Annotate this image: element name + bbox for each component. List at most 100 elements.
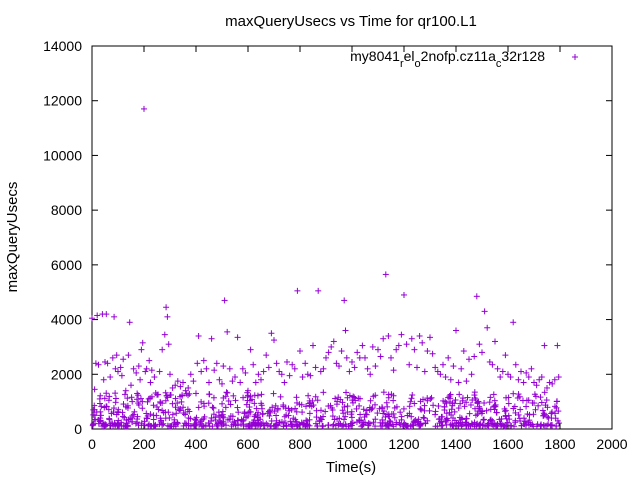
data-point	[325, 349, 332, 356]
data-point	[244, 393, 251, 400]
data-point	[549, 380, 556, 387]
data-point	[367, 397, 374, 404]
data-point	[342, 413, 349, 420]
data-point	[544, 384, 550, 391]
data-point	[134, 413, 141, 420]
data-point	[205, 420, 212, 427]
data-point	[478, 410, 485, 417]
data-point	[528, 365, 535, 372]
data-point	[510, 405, 517, 412]
data-point	[458, 423, 465, 430]
data-point	[467, 401, 474, 408]
data-point	[460, 348, 467, 355]
data-point	[206, 379, 212, 386]
data-point	[305, 392, 312, 399]
data-point	[384, 421, 391, 428]
data-point	[344, 409, 351, 416]
data-point	[213, 360, 220, 367]
data-point	[327, 402, 334, 409]
data-point	[144, 398, 151, 405]
data-point	[148, 367, 155, 374]
data-point	[380, 389, 387, 396]
data-point	[210, 411, 217, 418]
data-point	[487, 416, 494, 423]
data-point	[103, 311, 110, 318]
data-point	[372, 416, 379, 423]
data-point	[240, 421, 247, 428]
data-point	[432, 364, 439, 371]
data-point	[150, 402, 157, 409]
data-point	[481, 400, 488, 407]
data-point	[287, 418, 294, 425]
data-point	[420, 396, 427, 403]
data-point	[243, 401, 250, 408]
data-point	[135, 400, 142, 407]
data-point	[427, 334, 433, 341]
data-point	[111, 313, 118, 320]
data-point	[521, 415, 528, 422]
data-point	[430, 402, 437, 409]
data-point	[165, 341, 172, 348]
data-point	[190, 378, 197, 385]
data-point	[281, 413, 288, 420]
data-point	[113, 411, 120, 418]
data-point	[404, 412, 411, 419]
data-point	[512, 361, 519, 368]
data-point	[340, 416, 347, 423]
data-point	[245, 387, 251, 394]
x-tick-label: 1000	[336, 436, 367, 452]
data-point	[172, 382, 179, 389]
data-point	[250, 361, 257, 368]
data-point	[414, 418, 421, 425]
data-point	[260, 368, 267, 375]
data-point	[546, 379, 553, 386]
data-point	[363, 411, 370, 418]
data-point	[220, 414, 227, 421]
data-point	[209, 404, 216, 411]
data-point	[231, 418, 238, 425]
data-point	[491, 397, 498, 404]
data-point	[426, 407, 433, 414]
data-point	[128, 394, 135, 401]
data-point	[481, 308, 488, 315]
data-point	[120, 401, 127, 408]
data-point	[180, 379, 186, 386]
data-point	[234, 404, 241, 411]
data-point	[471, 389, 478, 396]
data-point	[502, 352, 509, 359]
data-point	[232, 374, 238, 381]
data-point	[174, 378, 181, 385]
data-point	[551, 376, 558, 383]
data-point	[398, 331, 405, 338]
data-point	[475, 398, 482, 405]
data-point	[353, 419, 360, 426]
data-point	[171, 416, 178, 423]
data-point	[185, 415, 192, 422]
data-point	[286, 372, 293, 379]
data-point	[439, 422, 446, 429]
data-point	[346, 368, 353, 375]
data-point	[472, 412, 479, 419]
data-point	[229, 378, 236, 385]
data-point	[364, 422, 371, 429]
data-point	[496, 416, 503, 423]
data-point	[143, 415, 150, 422]
data-point	[526, 411, 533, 418]
data-point	[268, 417, 275, 424]
data-point	[225, 397, 232, 404]
data-point	[393, 346, 400, 353]
data-point	[159, 400, 166, 407]
data-point	[462, 422, 469, 429]
data-point	[452, 396, 459, 403]
data-point	[163, 392, 170, 399]
data-point	[258, 376, 264, 383]
data-point	[556, 420, 563, 427]
data-point	[318, 416, 325, 423]
data-point	[312, 393, 319, 400]
data-point	[367, 371, 374, 378]
data-point	[237, 379, 244, 386]
data-point	[137, 376, 144, 383]
data-point	[117, 364, 124, 371]
y-axis-label: maxQueryUsecs	[4, 182, 21, 293]
data-point	[129, 398, 136, 405]
